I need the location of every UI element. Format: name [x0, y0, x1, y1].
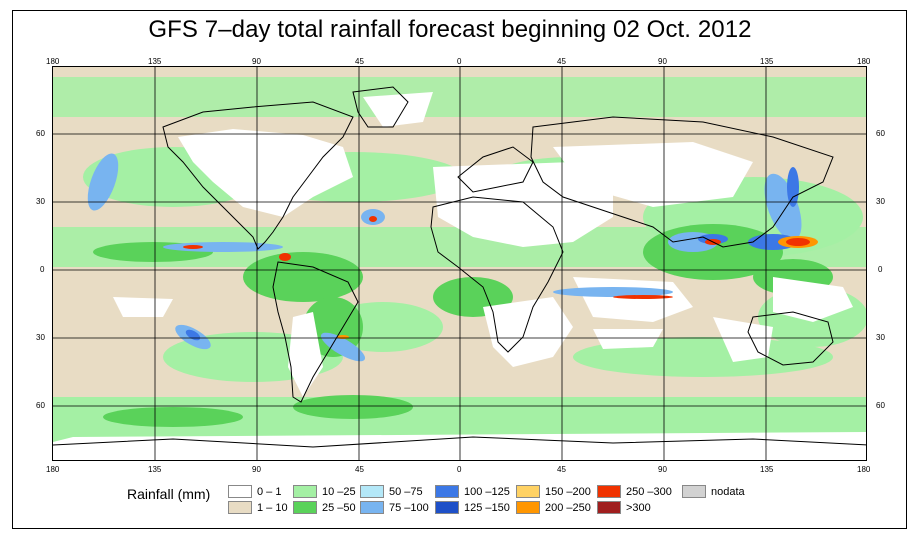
lon-tick-top: 135: [148, 57, 162, 66]
legend-label: 25 –50: [322, 501, 356, 514]
legend-swatch: [516, 501, 540, 514]
graticule: [53, 67, 866, 460]
legend-item: 75 –100: [360, 501, 429, 514]
lon-tick-bottom: 90: [252, 465, 261, 474]
legend-item: 0 – 1: [228, 485, 281, 498]
legend-label: 150 –200: [545, 485, 591, 498]
map-title: GFS 7–day total rainfall forecast beginn…: [148, 16, 752, 43]
antarctica-outline: [53, 436, 866, 448]
legend-item: 100 –125: [435, 485, 510, 498]
lat-tick-left: 60: [36, 129, 45, 138]
lon-tick-top: 180: [46, 57, 60, 66]
rainfall-dry-zones: [53, 92, 866, 460]
legend-title: Rainfall (mm): [127, 486, 211, 502]
lat-tick-right: 0: [878, 265, 883, 274]
lat-tick-right: 30: [876, 333, 885, 342]
legend-item: 10 –25: [293, 485, 356, 498]
legend-swatch: [597, 501, 621, 514]
legend-item: 125 –150: [435, 501, 510, 514]
lon-tick-bottom: 180: [46, 465, 60, 474]
legend-label: 200 –250: [545, 501, 591, 514]
legend-swatch: [682, 485, 706, 498]
legend-swatch: [228, 501, 252, 514]
lat-tick-left: 30: [36, 333, 45, 342]
lon-tick-top: 90: [252, 57, 261, 66]
rainfall-intense-zones: [87, 153, 802, 362]
legend-label: >300: [626, 501, 651, 514]
australia-outline: [747, 311, 834, 366]
lon-tick-top: 90: [658, 57, 667, 66]
lon-tick-bottom: 45: [355, 465, 364, 474]
lat-tick-right: 30: [876, 197, 885, 206]
lon-tick-bottom: 0: [457, 465, 462, 474]
legend-label: 100 –125: [464, 485, 510, 498]
africa-outline: [430, 196, 564, 353]
legend-item: 200 –250: [516, 501, 591, 514]
legend-swatch: [597, 485, 621, 498]
lon-tick-bottom: 180: [857, 465, 871, 474]
legend-swatch: [516, 485, 540, 498]
legend-item: 1 – 10: [228, 501, 288, 514]
legend-label: 1 – 10: [257, 501, 288, 514]
map-canvas: [53, 67, 866, 460]
legend-label: 50 –75: [389, 485, 423, 498]
asia-outline: [530, 116, 834, 248]
legend-label: nodata: [711, 485, 745, 498]
legend-label: 10 –25: [322, 485, 356, 498]
legend-item: 250 –300: [597, 485, 672, 498]
legend-swatch: [293, 501, 317, 514]
lat-tick-left: 0: [40, 265, 45, 274]
lon-tick-top: 45: [557, 57, 566, 66]
legend-label: 75 –100: [389, 501, 429, 514]
lat-tick-left: 60: [36, 401, 45, 410]
legend-swatch: [435, 501, 459, 514]
legend-swatch: [360, 485, 384, 498]
legend-swatch: [293, 485, 317, 498]
legend-item: nodata: [682, 485, 745, 498]
lon-tick-bottom: 135: [760, 465, 774, 474]
legend-swatch: [360, 501, 384, 514]
lat-tick-left: 30: [36, 197, 45, 206]
lat-tick-right: 60: [876, 401, 885, 410]
lat-tick-right: 60: [876, 129, 885, 138]
legend-label: 125 –150: [464, 501, 510, 514]
lon-tick-bottom: 45: [557, 465, 566, 474]
lon-tick-bottom: 135: [148, 465, 162, 474]
lon-tick-top: 135: [760, 57, 774, 66]
legend-label: 0 – 1: [257, 485, 282, 498]
north-america-outline: [162, 101, 354, 250]
rainfall-map: [52, 66, 867, 461]
legend-item: 50 –75: [360, 485, 423, 498]
south-america-outline: [272, 261, 359, 403]
greenland-outline: [352, 86, 409, 128]
legend-label: 250 –300: [626, 485, 672, 498]
europe-outline: [457, 146, 534, 193]
legend-item: >300: [597, 501, 651, 514]
legend-item: 150 –200: [516, 485, 591, 498]
coastlines: [53, 86, 866, 448]
legend-swatch: [435, 485, 459, 498]
lon-tick-bottom: 90: [658, 465, 667, 474]
lon-tick-top: 180: [857, 57, 871, 66]
lon-tick-top: 45: [355, 57, 364, 66]
legend-swatch: [228, 485, 252, 498]
lon-tick-top: 0: [457, 57, 462, 66]
legend-item: 25 –50: [293, 501, 356, 514]
